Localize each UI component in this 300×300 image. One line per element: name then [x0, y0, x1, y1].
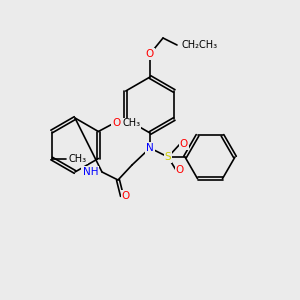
Text: CH₂CH₃: CH₂CH₃: [182, 40, 218, 50]
Text: CH₃: CH₃: [122, 118, 140, 128]
Text: O: O: [146, 49, 154, 59]
Text: NH: NH: [82, 167, 98, 177]
Text: O: O: [112, 118, 121, 128]
Text: CH₃: CH₃: [69, 154, 87, 164]
Text: O: O: [122, 191, 130, 201]
Text: O: O: [176, 165, 184, 175]
Text: O: O: [180, 139, 188, 149]
Text: S: S: [165, 152, 171, 162]
Text: N: N: [146, 143, 154, 153]
